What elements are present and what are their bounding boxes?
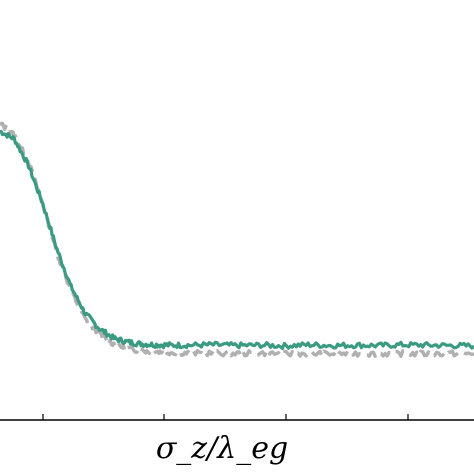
series-line-dashed bbox=[0, 121, 474, 359]
series-line-solid bbox=[0, 129, 474, 350]
axes bbox=[0, 414, 474, 421]
x-axis-label: σ_z/λ_eg bbox=[156, 431, 288, 466]
series-layer bbox=[0, 121, 474, 359]
